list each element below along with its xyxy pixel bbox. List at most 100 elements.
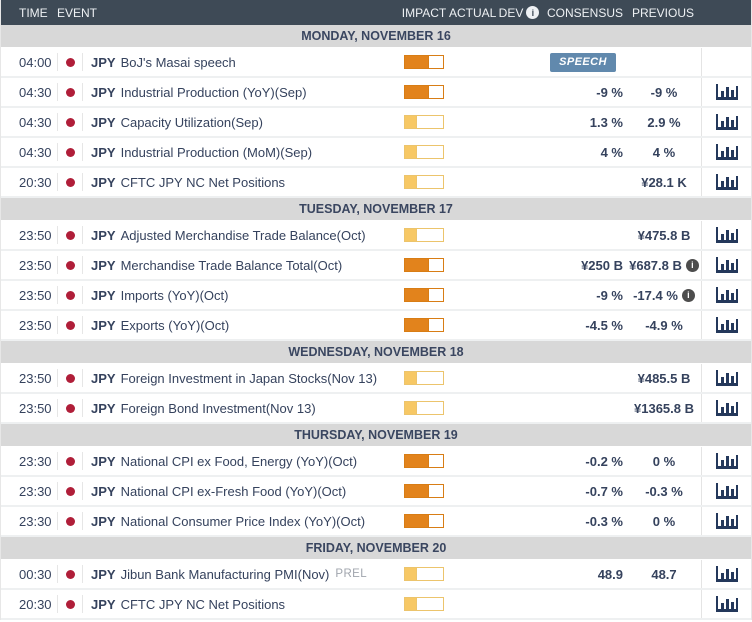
- event-row[interactable]: 00:30 JPY Jibun Bank Manufacturing PMI(N…: [1, 560, 751, 590]
- chart-icon[interactable]: [714, 594, 740, 614]
- previous-value: 2.9 %: [647, 114, 681, 130]
- actual-value: [449, 311, 495, 339]
- dev-info-icon[interactable]: i: [526, 6, 540, 19]
- chart-icon[interactable]: [714, 564, 740, 584]
- event-name-cell[interactable]: JPY Industrial Production (YoY)(Sep): [83, 78, 399, 106]
- event-row[interactable]: 04:30 JPY Capacity Utilization(Sep) 1.3 …: [1, 108, 751, 138]
- chart-icon[interactable]: [714, 112, 740, 132]
- day-rows: 00:30 JPY Jibun Bank Manufacturing PMI(N…: [1, 560, 751, 620]
- impact-meter-fill: [405, 402, 418, 414]
- consensus-value: -0.2 %: [585, 453, 623, 469]
- event-name-cell[interactable]: JPY BoJ's Masai speech: [83, 48, 399, 76]
- event-name-cell[interactable]: JPY Merchandise Trade Balance Total(Oct): [83, 251, 399, 279]
- previous-info-icon[interactable]: i: [685, 258, 699, 272]
- consensus-value: -9 %: [596, 84, 623, 100]
- volatility-cell: [57, 512, 83, 530]
- event-name-cell[interactable]: JPY Exports (YoY)(Oct): [83, 311, 399, 339]
- column-header-time: TIME: [19, 5, 48, 20]
- consensus-value: -0.7 %: [585, 483, 623, 499]
- chart-icon[interactable]: [714, 255, 740, 275]
- chart-icon[interactable]: [714, 142, 740, 162]
- previous-info-icon[interactable]: i: [681, 288, 695, 302]
- event-row[interactable]: 04:00 JPY BoJ's Masai speech SPEECH: [1, 48, 751, 78]
- event-row[interactable]: 23:30 JPY National CPI ex-Fresh Food (Yo…: [1, 477, 751, 507]
- actual-value: [449, 138, 495, 166]
- event-name-cell[interactable]: JPY National Consumer Price Index (YoY)(…: [83, 507, 399, 535]
- column-header-event: EVENT: [57, 5, 98, 20]
- chart-icon[interactable]: [714, 398, 740, 418]
- event-row[interactable]: 23:50 JPY Merchandise Trade Balance Tota…: [1, 251, 751, 281]
- event-name-cell[interactable]: JPY Imports (YoY)(Oct): [83, 281, 399, 309]
- chart-icon[interactable]: [714, 285, 740, 305]
- consensus-value: [543, 221, 625, 249]
- impact-meter-icon: [404, 145, 444, 159]
- event-row[interactable]: 20:30 JPY CFTC JPY NC Net Positions ¥28.…: [1, 168, 751, 198]
- chart-icon[interactable]: [714, 172, 740, 192]
- column-header-impact: IMPACT: [401, 5, 447, 20]
- event-title: Foreign Investment in Japan Stocks(Nov 1…: [120, 370, 378, 386]
- event-name-cell[interactable]: JPY Capacity Utilization(Sep): [83, 108, 399, 136]
- speech-badge[interactable]: SPEECH: [550, 52, 616, 72]
- event-row[interactable]: 23:50 JPY Foreign Investment in Japan St…: [1, 364, 751, 394]
- impact-meter-fill: [405, 372, 418, 384]
- day-header: THURSDAY, NOVEMBER 19: [1, 424, 751, 447]
- actual-value: [449, 78, 495, 106]
- event-row[interactable]: 23:50 JPY Imports (YoY)(Oct) -9 % -17.4 …: [1, 281, 751, 311]
- event-row[interactable]: 04:30 JPY Industrial Production (MoM)(Se…: [1, 138, 751, 168]
- chart-icon[interactable]: [714, 82, 740, 102]
- previous-value: [625, 590, 701, 618]
- day-header-label: MONDAY, NOVEMBER 16: [301, 29, 451, 43]
- chart-icon[interactable]: [714, 368, 740, 388]
- actual-value: [449, 394, 495, 422]
- impact-meter-fill: [405, 116, 418, 128]
- volatility-dot-icon: [65, 486, 75, 496]
- day-section: MONDAY, NOVEMBER 16 04:00 JPY BoJ's Masa…: [1, 25, 751, 198]
- event-time: 23:50: [19, 257, 52, 273]
- actual-value: [449, 48, 495, 76]
- history-cell: [701, 394, 751, 422]
- event-name-cell[interactable]: JPY CFTC JPY NC Net Positions: [83, 168, 399, 196]
- event-name-cell[interactable]: JPY CFTC JPY NC Net Positions: [83, 590, 399, 618]
- day-header-label: TUESDAY, NOVEMBER 17: [299, 202, 453, 216]
- event-row[interactable]: 20:30 JPY CFTC JPY NC Net Positions: [1, 590, 751, 620]
- event-row[interactable]: 23:30 JPY National CPI ex Food, Energy (…: [1, 447, 751, 477]
- chart-icon[interactable]: [714, 511, 740, 531]
- chart-icon[interactable]: [714, 451, 740, 471]
- event-name-cell[interactable]: JPY Adjusted Merchandise Trade Balance(O…: [83, 221, 399, 249]
- event-time: 23:50: [19, 227, 52, 243]
- day-header-label: FRIDAY, NOVEMBER 20: [305, 541, 447, 555]
- volatility-cell: [57, 143, 83, 161]
- impact-meter-fill: [405, 146, 418, 158]
- day-section: WEDNESDAY, NOVEMBER 18 23:50 JPY Foreign…: [1, 341, 751, 424]
- event-name-cell[interactable]: JPY National CPI ex Food, Energy (YoY)(O…: [83, 447, 399, 475]
- chart-icon[interactable]: [714, 481, 740, 501]
- currency-label: JPY: [91, 400, 116, 416]
- chart-icon[interactable]: [714, 225, 740, 245]
- impact-meter-fill: [405, 176, 418, 188]
- chart-icon[interactable]: [714, 315, 740, 335]
- day-header: MONDAY, NOVEMBER 16: [1, 25, 751, 48]
- impact-meter-icon: [404, 514, 444, 528]
- event-row[interactable]: 23:30 JPY National Consumer Price Index …: [1, 507, 751, 537]
- event-row[interactable]: 23:50 JPY Foreign Bond Investment(Nov 13…: [1, 394, 751, 424]
- impact-meter-icon: [404, 85, 444, 99]
- event-name-cell[interactable]: JPY Foreign Bond Investment(Nov 13): [83, 394, 399, 422]
- event-name-cell[interactable]: JPY National CPI ex-Fresh Food (YoY)(Oct…: [83, 477, 399, 505]
- event-name-cell[interactable]: JPY Foreign Investment in Japan Stocks(N…: [83, 364, 399, 392]
- deviation-value: [495, 590, 543, 618]
- currency-label: JPY: [91, 317, 116, 333]
- event-name-cell[interactable]: JPY Jibun Bank Manufacturing PMI(Nov) PR…: [83, 560, 399, 588]
- event-name-cell[interactable]: JPY Industrial Production (MoM)(Sep): [83, 138, 399, 166]
- impact-cell: [399, 560, 449, 588]
- event-row[interactable]: 23:50 JPY Exports (YoY)(Oct) -4.5 % -4.9…: [1, 311, 751, 341]
- event-time: 04:00: [19, 54, 52, 70]
- history-cell: [701, 477, 751, 505]
- volatility-dot-icon: [65, 403, 75, 413]
- event-row[interactable]: 04:30 JPY Industrial Production (YoY)(Se…: [1, 78, 751, 108]
- event-row[interactable]: 23:50 JPY Adjusted Merchandise Trade Bal…: [1, 221, 751, 251]
- currency-label: JPY: [91, 596, 116, 612]
- volatility-dot-icon: [65, 57, 75, 67]
- event-title: National CPI ex-Fresh Food (YoY)(Oct): [120, 483, 347, 499]
- event-title: Jibun Bank Manufacturing PMI(Nov): [120, 566, 330, 582]
